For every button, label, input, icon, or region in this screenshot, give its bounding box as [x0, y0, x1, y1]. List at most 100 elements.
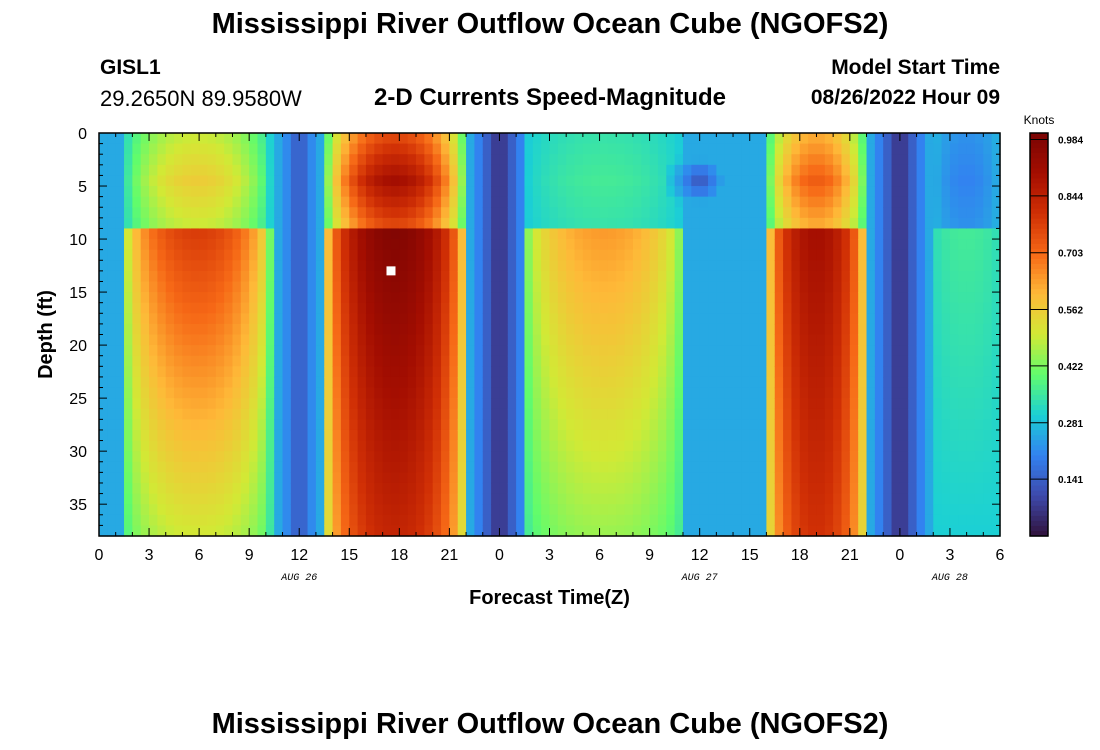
heatmap-cell: [616, 281, 626, 293]
heatmap-cell: [432, 334, 442, 346]
heatmap-cell: [149, 164, 158, 177]
heatmap-cell: [632, 525, 642, 537]
heatmap-cell: [616, 366, 626, 378]
heatmap-cell: [724, 472, 734, 484]
heatmap-cell: [708, 472, 717, 484]
heatmap-cell: [649, 387, 659, 399]
heatmap-cell: [124, 451, 133, 463]
heatmap-cell: [315, 175, 325, 187]
heatmap-cell: [357, 493, 367, 505]
heatmap-cell: [958, 482, 968, 495]
heatmap-cell: [482, 217, 492, 230]
heatmap-cell: [899, 334, 909, 346]
heatmap-cell: [274, 440, 284, 452]
heatmap-cell: [240, 281, 250, 293]
heatmap-cell: [733, 302, 742, 314]
heatmap-cell: [899, 292, 909, 304]
heatmap-cell: [524, 482, 534, 495]
y-tick-label: 15: [69, 285, 87, 302]
heatmap-cell: [674, 133, 684, 145]
heatmap-cell: [799, 154, 809, 166]
heatmap-cell: [849, 525, 859, 537]
heatmap-cell: [365, 270, 375, 283]
heatmap-cell: [908, 514, 918, 526]
colorbar-swatch: [1030, 490, 1048, 497]
heatmap-cell: [524, 228, 534, 240]
heatmap-cell: [424, 408, 434, 420]
heatmap-cell: [516, 482, 526, 495]
heatmap-cell: [908, 260, 918, 272]
heatmap-cell: [491, 302, 501, 314]
heatmap-cell: [958, 186, 968, 198]
heatmap-cell: [324, 419, 334, 431]
heatmap-cell: [808, 387, 818, 399]
heatmap-cell: [966, 440, 976, 452]
heatmap-cell: [966, 355, 976, 367]
heatmap-cell: [332, 186, 342, 198]
heatmap-cell: [132, 175, 142, 187]
heatmap-cell: [390, 429, 400, 442]
heatmap-cell: [390, 398, 400, 410]
heatmap-cell: [357, 334, 367, 346]
heatmap-cell: [924, 461, 934, 473]
heatmap-cell: [424, 186, 434, 198]
heatmap-cell: [941, 175, 951, 187]
heatmap-cell: [841, 292, 851, 304]
heatmap-cell: [382, 239, 392, 251]
heatmap-cell: [249, 461, 259, 473]
heatmap-cell: [666, 366, 676, 378]
heatmap-cell: [215, 239, 225, 251]
heatmap-cell: [899, 472, 909, 484]
heatmap-cell: [482, 440, 492, 452]
heatmap-cell: [691, 228, 701, 240]
heatmap-cell: [232, 440, 242, 452]
heatmap-cell: [374, 387, 384, 399]
heatmap-cell: [290, 440, 300, 452]
heatmap-cell: [657, 207, 667, 219]
heatmap-cell: [299, 228, 309, 240]
heatmap-cell: [224, 323, 234, 336]
heatmap-cell: [749, 376, 759, 389]
heatmap-cell: [215, 133, 225, 145]
heatmap-cell: [124, 292, 133, 304]
heatmap-cell: [733, 292, 742, 304]
heatmap-cell: [299, 376, 309, 389]
heatmap-cell: [549, 186, 559, 198]
heatmap-cell: [199, 323, 209, 336]
heatmap-cell: [416, 196, 425, 208]
heatmap-cell: [649, 186, 659, 198]
heatmap-cell: [924, 334, 934, 346]
heatmap-cell: [799, 451, 809, 463]
heatmap-cell: [691, 143, 701, 155]
heatmap-cell: [382, 228, 392, 240]
heatmap-cell: [624, 376, 634, 389]
heatmap-cell: [908, 472, 918, 484]
heatmap-cell: [416, 154, 425, 166]
heatmap-cell: [574, 196, 584, 208]
heatmap-cell: [399, 366, 409, 378]
heatmap-cell: [240, 292, 250, 304]
heatmap-cell: [541, 345, 551, 357]
heatmap-cell: [691, 207, 701, 219]
heatmap-cell: [883, 260, 893, 272]
heatmap-cell: [466, 143, 476, 155]
heatmap-cell: [741, 419, 751, 431]
heatmap-cell: [257, 525, 267, 537]
heatmap-cell: [833, 482, 843, 495]
heatmap-cell: [657, 260, 667, 272]
heatmap-cell: [507, 186, 517, 198]
heatmap-cell: [474, 334, 484, 346]
heatmap-cell: [390, 366, 400, 378]
heatmap-cell: [816, 323, 826, 336]
heatmap-cell: [616, 133, 626, 145]
heatmap-cell: [416, 376, 425, 389]
heatmap-cell: [674, 302, 684, 314]
heatmap-cell: [641, 429, 651, 442]
heatmap-cell: [816, 493, 826, 505]
heatmap-cell: [349, 281, 359, 293]
heatmap-cell: [974, 249, 984, 261]
heatmap-cell: [240, 133, 250, 145]
heatmap-cell: [616, 143, 626, 155]
heatmap-cell: [290, 175, 300, 187]
heatmap-cell: [557, 493, 567, 505]
